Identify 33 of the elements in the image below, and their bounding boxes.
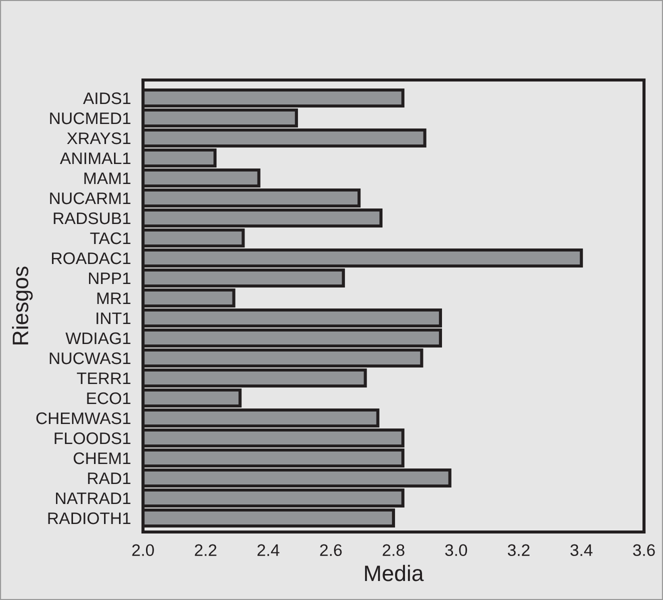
y-tick-label: TAC1	[90, 232, 130, 244]
y-axis-title: Riesgos	[12, 266, 33, 344]
y-tick-label: RADSUB1	[54, 212, 130, 224]
y-tick-label: NATRAD1	[56, 492, 130, 504]
y-tick-label: INT1	[96, 312, 130, 324]
y-tick-label: ROADAC1	[52, 252, 130, 264]
x-axis-title: Media	[365, 564, 424, 582]
y-tick-label: NUCARM1	[50, 192, 130, 204]
y-tick-label: CHEM1	[74, 452, 130, 464]
x-tick-label: 3.6	[633, 544, 655, 556]
x-tick-label: 2.8	[382, 544, 404, 556]
y-tick-label: NPP1	[89, 272, 130, 284]
y-tick-label: MAM1	[84, 172, 130, 184]
x-tick-label: 2.6	[320, 544, 342, 556]
y-tick-label: CHEMWAS1	[36, 412, 130, 424]
y-tick-label: ECO1	[87, 392, 130, 404]
y-tick-label: RAD1	[88, 472, 130, 484]
y-tick-label: NUCMED1	[50, 112, 130, 124]
x-tick-label: 2.4	[258, 544, 280, 556]
x-tick-label: 2.2	[194, 544, 216, 556]
y-tick-label: XRAYS1	[67, 132, 130, 144]
y-tick-label: RADIOTH1	[48, 512, 130, 524]
y-tick-label: AIDS1	[83, 92, 130, 104]
x-tick-label: 3.4	[570, 544, 592, 556]
x-tick-label: 3.0	[445, 544, 468, 556]
y-tick-label: MR1	[97, 292, 130, 304]
y-tick-label: NUCWAS1	[50, 352, 130, 364]
x-tick-label: 2.0	[132, 544, 154, 556]
y-tick-label: TERR1	[76, 372, 130, 384]
y-tick-label: FLOODS1	[54, 432, 130, 444]
y-tick-label: WDIAG1	[66, 332, 130, 344]
y-tick-label: ANIMAL1	[60, 152, 130, 164]
x-tick-label: 3.2	[508, 544, 530, 556]
